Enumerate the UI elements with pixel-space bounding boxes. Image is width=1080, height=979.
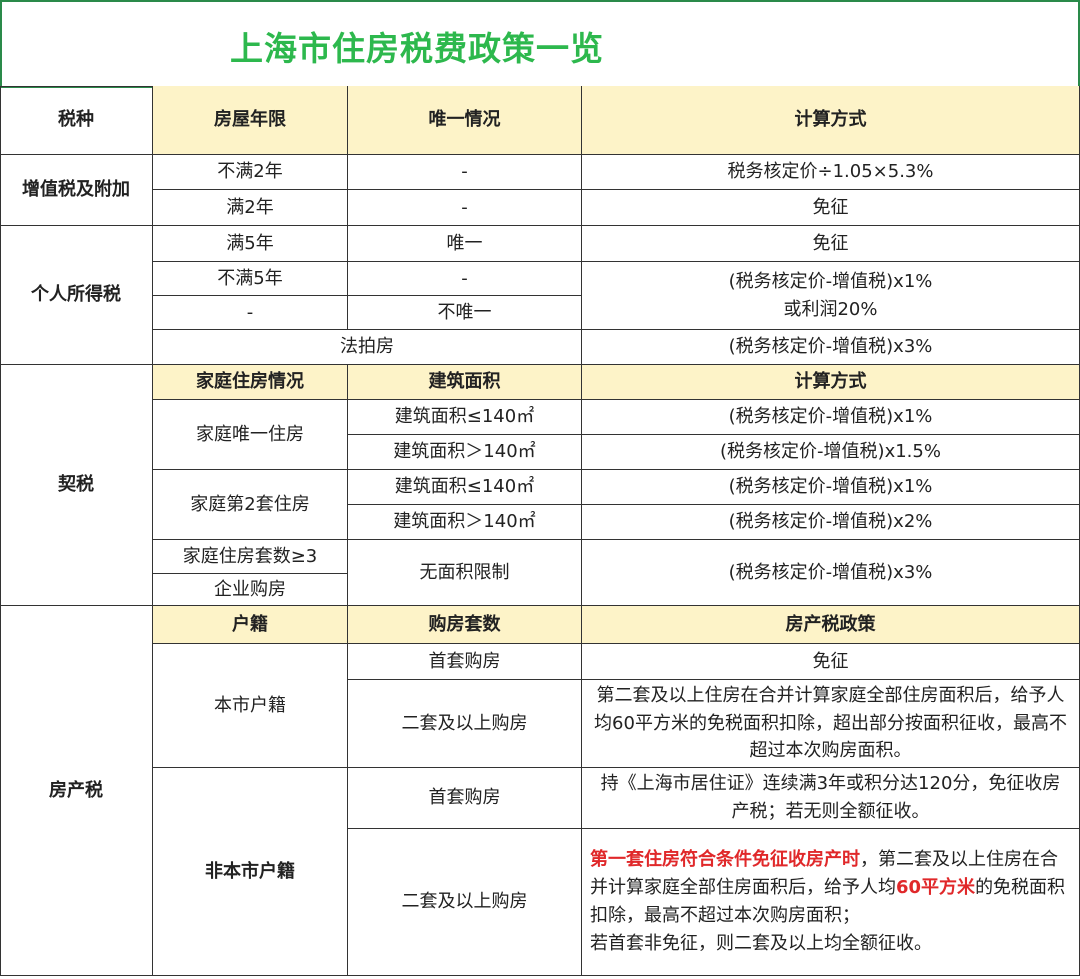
property-header: 房产税政策: [582, 606, 1080, 644]
property-header: 户籍: [153, 606, 348, 644]
cell: 企业购房: [153, 574, 348, 606]
title-box: 上海市住房税费政策一览: [0, 0, 1080, 88]
header-unique: 唯一情况: [348, 86, 582, 155]
cell: 二套及以上购房: [348, 680, 582, 768]
cell: 建筑面积＞140㎡: [348, 435, 582, 470]
cell: 非本市户籍: [153, 768, 348, 976]
cell: (税务核定价-增值税)x1%: [582, 470, 1080, 505]
cell: (税务核定价-增值税)x3%: [582, 330, 1080, 365]
formula-line: (税务核定价-增值税)x1%: [728, 270, 933, 292]
cell: -: [348, 155, 582, 190]
cell: 家庭唯一住房: [153, 400, 348, 470]
cell: 满5年: [153, 226, 348, 262]
text: ，第二套及以上住房在合并计算家庭全部住房面积后，给予人均: [590, 849, 1058, 899]
deed-header: 计算方式: [582, 365, 1080, 400]
cell: 家庭住房套数≥3: [153, 540, 348, 574]
cell: 首套购房: [348, 768, 582, 829]
property-header: 购房套数: [348, 606, 582, 644]
cell: 无面积限制: [348, 540, 582, 606]
vat-name: 增值税及附加: [0, 155, 153, 226]
cell: -: [348, 262, 582, 296]
cell: 首套购房: [348, 644, 582, 680]
cell: 建筑面积≤140㎡: [348, 400, 582, 435]
text: 的免税面积扣除，最高不超过本次购房面积；: [590, 877, 1066, 926]
header-years: 房屋年限: [153, 86, 348, 155]
cell: 建筑面积＞140㎡: [348, 505, 582, 540]
cell: -: [348, 190, 582, 226]
cell: 第二套及以上住房在合并计算家庭全部住房面积后，给予人均60平方米的免税面积扣除，…: [582, 680, 1080, 768]
cell: 持《上海市居住证》连续满3年或积分达120分，免征收房产税；若无则全额征收。: [582, 768, 1080, 829]
cell: 免征: [582, 190, 1080, 226]
cell: 本市户籍: [153, 644, 348, 768]
header-tax-type: 税种: [0, 86, 153, 155]
iit-name: 个人所得税: [0, 226, 153, 365]
cell: 不满2年: [153, 155, 348, 190]
cell: 建筑面积≤140㎡: [348, 470, 582, 505]
formula-line: 或利润20%: [783, 298, 878, 320]
nonlocal-second-policy: 第一套住房符合条件免征收房产时，第二套及以上住房在合并计算家庭全部住房面积后，给…: [582, 829, 1080, 976]
highlight-text: 第一套住房符合条件免征收房产时: [590, 849, 860, 871]
cell: (税务核定价-增值税)x1.5%: [582, 435, 1080, 470]
cell: 免征: [582, 226, 1080, 262]
cell: 法拍房: [153, 330, 582, 365]
text: 若首套非免征，则二套及以上均全额征收。: [590, 932, 932, 954]
deed-header: 建筑面积: [348, 365, 582, 400]
cell: 家庭第2套住房: [153, 470, 348, 540]
cell: 不满5年: [153, 262, 348, 296]
cell: 二套及以上购房: [348, 829, 582, 976]
cell: -: [153, 296, 348, 330]
cell: (税务核定价-增值税)x3%: [582, 540, 1080, 606]
cell: 不唯一: [348, 296, 582, 330]
cell: (税务核定价-增值税)x1%: [582, 400, 1080, 435]
cell: (税务核定价-增值税)x2%: [582, 505, 1080, 540]
cell: 唯一: [348, 226, 582, 262]
property-name: 房产税: [0, 606, 153, 976]
highlight-text: 60平方米: [896, 877, 976, 899]
deed-name: 契税: [0, 365, 153, 606]
cell: 免征: [582, 644, 1080, 680]
cell: 税务核定价÷1.05×5.3%: [582, 155, 1080, 190]
cell: 满2年: [153, 190, 348, 226]
deed-header: 家庭住房情况: [153, 365, 348, 400]
iit-formula: (税务核定价-增值税)x1% 或利润20%: [582, 262, 1080, 330]
page-title: 上海市住房税费政策一览: [230, 29, 604, 68]
header-formula: 计算方式: [582, 86, 1080, 155]
